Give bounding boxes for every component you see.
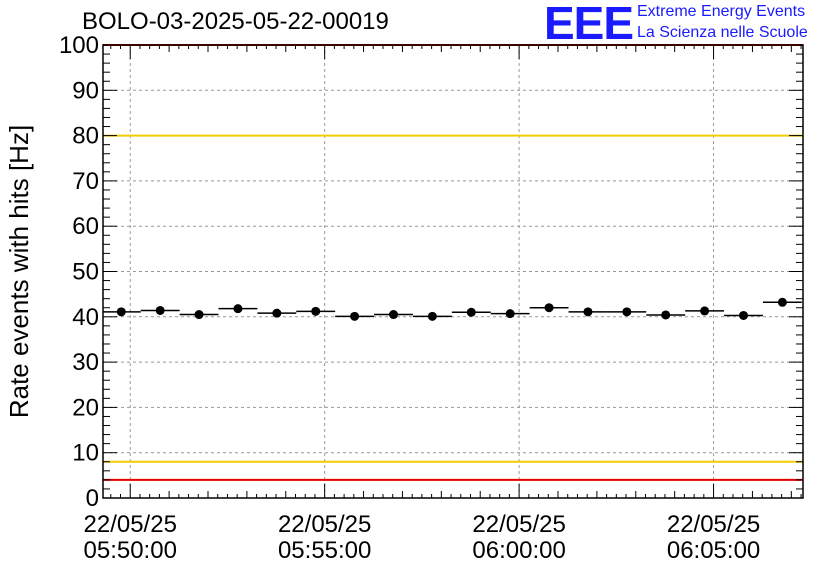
x-tick-label-date: 22/05/25	[278, 511, 371, 538]
y-tick-label: 0	[86, 485, 99, 512]
data-point	[505, 309, 515, 319]
y-tick-label: 40	[72, 304, 99, 331]
data-point	[622, 307, 632, 317]
logo-line-2: La Scienza nelle Scuole	[637, 24, 808, 41]
y-tick-label: 30	[72, 349, 99, 376]
x-tick-label-time: 05:50:00	[84, 537, 177, 564]
data-point	[311, 306, 321, 316]
eee-logo: EEE	[544, 0, 634, 49]
chart-title: BOLO-03-2025-05-22-00019	[82, 8, 389, 35]
logo-line-1: Extreme Energy Events	[637, 3, 806, 20]
data-point	[466, 307, 476, 317]
data-point	[739, 310, 748, 320]
data-point	[389, 310, 398, 320]
y-tick-label: 70	[72, 168, 99, 195]
y-tick-label: 80	[72, 123, 99, 150]
data-point	[661, 310, 671, 320]
x-tick-label-date: 22/05/25	[472, 511, 565, 538]
y-tick-label: 60	[72, 213, 99, 240]
x-tick-label-time: 06:05:00	[667, 537, 760, 564]
x-tick-label-time: 05:55:00	[278, 537, 371, 564]
data-point	[116, 307, 126, 317]
y-tick-label: 20	[72, 394, 99, 421]
data-point	[350, 311, 360, 321]
data-point	[427, 311, 437, 321]
data-point	[194, 310, 204, 320]
y-tick-label: 10	[72, 440, 99, 467]
y-tick-label: 100	[59, 32, 99, 59]
data-point	[583, 307, 593, 317]
data-point	[155, 305, 165, 315]
y-axis-label: Rate events with hits [Hz]	[4, 125, 34, 418]
data-point	[777, 297, 787, 307]
data-point	[233, 304, 243, 314]
x-tick-label-date: 22/05/25	[84, 511, 177, 538]
x-tick-label-time: 06:00:00	[472, 537, 565, 564]
y-tick-label: 50	[72, 259, 99, 286]
y-tick-label: 90	[72, 77, 99, 104]
data-point	[544, 303, 554, 313]
data-point	[700, 306, 710, 316]
x-tick-label-date: 22/05/25	[667, 511, 760, 538]
data-point	[272, 308, 282, 318]
